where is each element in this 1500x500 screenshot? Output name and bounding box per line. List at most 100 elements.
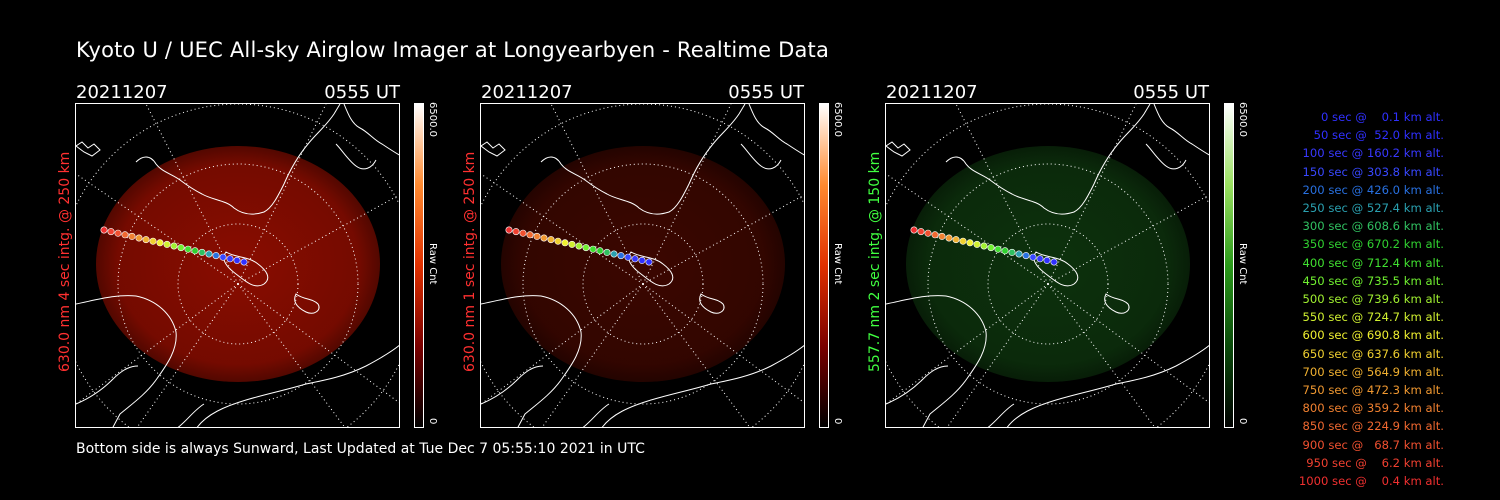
panel-2-date: 20211207 bbox=[481, 82, 573, 103]
panel-1-image bbox=[75, 103, 400, 428]
trajectory-point bbox=[1015, 250, 1023, 258]
footer-note: Bottom side is always Sunward, Last Upda… bbox=[76, 441, 645, 457]
trajectory-point bbox=[973, 240, 981, 248]
legend-row: 750 sec @ 472.3 km alt. bbox=[1298, 383, 1444, 398]
coastline bbox=[601, 344, 804, 427]
trajectory-point bbox=[505, 226, 513, 234]
coastline bbox=[335, 143, 377, 170]
coastline bbox=[481, 141, 506, 157]
legend-row: 1000 sec @ 0.4 km alt. bbox=[1298, 474, 1444, 489]
trajectory-point bbox=[952, 236, 960, 244]
grid-line bbox=[145, 104, 239, 285]
coastline bbox=[196, 344, 399, 427]
trajectory-point bbox=[966, 239, 974, 247]
trajectory-point bbox=[547, 236, 555, 244]
trajectory-point bbox=[1029, 253, 1037, 261]
coastline bbox=[76, 295, 177, 427]
legend-row: 250 sec @ 527.4 km alt. bbox=[1298, 201, 1444, 216]
trajectory-point bbox=[135, 234, 143, 242]
trajectory-point bbox=[561, 239, 569, 247]
grid-line bbox=[481, 283, 644, 405]
panel-3-image bbox=[885, 103, 1210, 428]
panel-1-side-label: 630.0 nm 4 sec intg. @ 250 km bbox=[57, 151, 73, 372]
legend-row: 200 sec @ 426.0 km alt. bbox=[1298, 182, 1444, 197]
grid-circle bbox=[522, 163, 764, 405]
coastline bbox=[945, 104, 1151, 215]
trajectory-point bbox=[987, 244, 995, 252]
trajectory-point bbox=[582, 244, 590, 252]
coastline bbox=[1006, 344, 1209, 427]
panel-2-colorbar-unit: Raw Cnt bbox=[832, 243, 843, 285]
panel-2-colorbar-min: 0 bbox=[832, 418, 843, 425]
grid-line bbox=[481, 173, 644, 285]
legend-row: 650 sec @ 637.6 km alt. bbox=[1298, 346, 1444, 361]
panel-1-date: 20211207 bbox=[76, 82, 168, 103]
trajectory-point bbox=[198, 248, 206, 256]
trajectory-point bbox=[128, 232, 136, 240]
trajectory-point bbox=[1008, 248, 1016, 256]
panel-2-colorbar-max: 6500.0 bbox=[832, 102, 843, 137]
trajectory-point bbox=[533, 232, 541, 240]
grid-line bbox=[136, 283, 239, 427]
trajectory-point bbox=[1050, 258, 1058, 266]
panel-1-colorbar-unit: Raw Cnt bbox=[427, 243, 438, 285]
panel-3-side-label: 557.7 nm 2 sec intg. @ 150 km bbox=[867, 151, 883, 372]
trajectory-point bbox=[191, 247, 199, 255]
trajectory-point bbox=[170, 242, 178, 250]
panel-2-colorbar bbox=[819, 103, 829, 428]
grid-circle bbox=[117, 163, 359, 405]
panel-map bbox=[886, 104, 1209, 427]
coastline bbox=[1033, 251, 1079, 287]
grid-circle bbox=[177, 223, 299, 345]
trajectory-point bbox=[910, 226, 918, 234]
panel-1-colorbar bbox=[414, 103, 424, 428]
trajectory-point bbox=[554, 237, 562, 245]
altitude-legend: 0 sec @ 0.1 km alt. 50 sec @ 52.0 km alt… bbox=[1258, 108, 1444, 490]
airglow-image bbox=[906, 146, 1190, 382]
trajectory-point bbox=[1043, 256, 1051, 264]
coastline bbox=[135, 104, 341, 215]
coastline bbox=[343, 104, 399, 156]
trajectory-point bbox=[1022, 252, 1030, 260]
trajectory-point bbox=[100, 226, 108, 234]
coastline bbox=[582, 403, 610, 427]
coastline bbox=[886, 295, 987, 427]
legend-row: 50 sec @ 52.0 km alt. bbox=[1306, 128, 1444, 143]
trajectory-point bbox=[631, 255, 639, 263]
coastline bbox=[1104, 293, 1130, 314]
airglow-image bbox=[501, 146, 785, 382]
grid-line bbox=[1047, 283, 1209, 404]
grid-circle bbox=[582, 223, 704, 345]
trajectory-point bbox=[596, 247, 604, 255]
grid-line bbox=[642, 104, 732, 285]
legend-row: 100 sec @ 160.2 km alt. bbox=[1298, 146, 1444, 161]
panel-2-side-label: 630.0 nm 1 sec intg. @ 250 km bbox=[462, 151, 478, 372]
trajectory-point bbox=[924, 229, 932, 237]
coastline bbox=[223, 251, 269, 287]
trajectory-point bbox=[994, 245, 1002, 253]
trajectory-point bbox=[603, 248, 611, 256]
panel-2-time: 0555 UT bbox=[728, 82, 804, 103]
grid-line bbox=[541, 283, 644, 427]
page-title: Kyoto U / UEC All-sky Airglow Imager at … bbox=[76, 38, 830, 62]
coastline bbox=[76, 365, 139, 405]
legend-row: 850 sec @ 224.9 km alt. bbox=[1298, 419, 1444, 434]
panel-3-colorbar bbox=[1224, 103, 1234, 428]
trajectory-point bbox=[945, 234, 953, 242]
coastline bbox=[886, 365, 949, 405]
panel-3-colorbar-min: 0 bbox=[1237, 418, 1248, 425]
coastline bbox=[1153, 104, 1209, 156]
grid-line bbox=[550, 104, 644, 285]
legend-row: 350 sec @ 670.2 km alt. bbox=[1298, 237, 1444, 252]
trajectory-point bbox=[526, 231, 534, 239]
coastline bbox=[1145, 143, 1187, 170]
coastline bbox=[76, 141, 101, 157]
trajectory-point bbox=[205, 250, 213, 258]
legend-row: 0 sec @ 0.1 km alt. bbox=[1309, 110, 1444, 124]
legend-row: 600 sec @ 690.8 km alt. bbox=[1298, 328, 1444, 343]
coastline bbox=[987, 403, 1015, 427]
grid-circle bbox=[927, 163, 1169, 405]
legend-row: 400 sec @ 712.4 km alt. bbox=[1298, 255, 1444, 270]
trajectory-point bbox=[938, 232, 946, 240]
trajectory-point bbox=[1036, 255, 1044, 263]
